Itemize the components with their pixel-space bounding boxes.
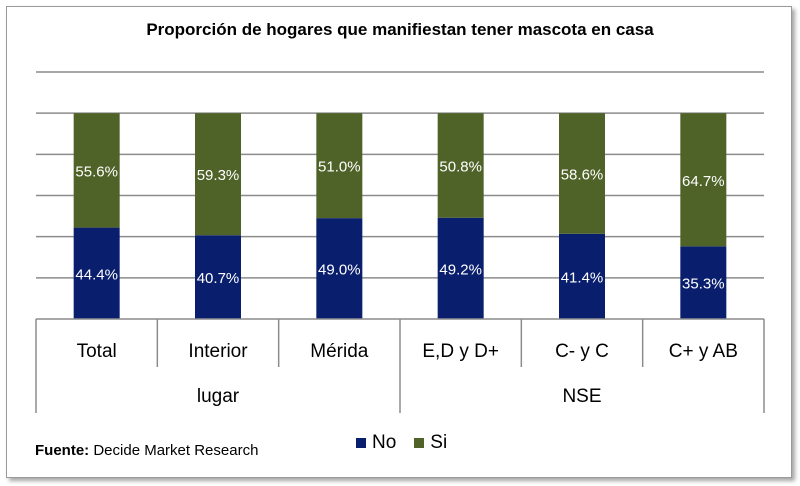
bar-si-2 [316, 113, 363, 219]
legend-label-no: No [372, 432, 397, 453]
data-label: 40.7% [197, 270, 240, 287]
bar-no-3 [437, 217, 484, 319]
data-label: 51.0% [318, 159, 361, 176]
group-label: lugar [197, 386, 240, 407]
group-label: NSE [562, 386, 601, 407]
bar-si-4 [559, 113, 605, 234]
bar-no-4 [559, 233, 605, 319]
bar-no-2 [316, 218, 363, 319]
category-label: C+ y AB [669, 341, 738, 362]
category-label: C- y C [555, 341, 609, 362]
legend: No Si [356, 432, 447, 454]
category-label: Mérida [310, 341, 369, 362]
data-label: 58.6% [561, 166, 604, 183]
data-label: 35.3% [682, 276, 725, 293]
legend-swatch-no [356, 438, 366, 448]
bar-si-1 [195, 113, 241, 236]
legend-item-no: No [356, 432, 396, 454]
data-label: 64.7% [682, 173, 725, 190]
bar-no-5 [680, 246, 727, 319]
source-prefix: Fuente: [35, 442, 90, 459]
data-label: 49.2% [439, 261, 482, 278]
category-label: Interior [188, 341, 248, 362]
data-label: 55.6% [75, 163, 118, 180]
category-label: Total [77, 341, 117, 362]
bar-no-1 [195, 235, 241, 319]
bar-si-5 [680, 113, 727, 247]
legend-label-si: Si [430, 432, 448, 453]
data-label: 49.0% [318, 262, 361, 279]
data-label: 59.3% [197, 167, 240, 184]
bar-si-3 [437, 113, 484, 218]
legend-swatch-si [414, 438, 425, 448]
legend-item-si: Si [414, 432, 447, 454]
bar-si-0 [73, 113, 120, 228]
data-label: 44.4% [75, 266, 118, 283]
chart-title: Proporción de hogares que manifiestan te… [146, 20, 654, 39]
data-label: 41.4% [561, 269, 604, 286]
bar-no-0 [73, 227, 120, 319]
category-label: E,D y D+ [422, 341, 499, 362]
source-text: Decide Market Research [93, 442, 259, 459]
source-note: Fuente: Decide Market Research [35, 442, 258, 459]
data-label: 50.8% [439, 158, 482, 175]
chart-frame [6, 6, 792, 478]
